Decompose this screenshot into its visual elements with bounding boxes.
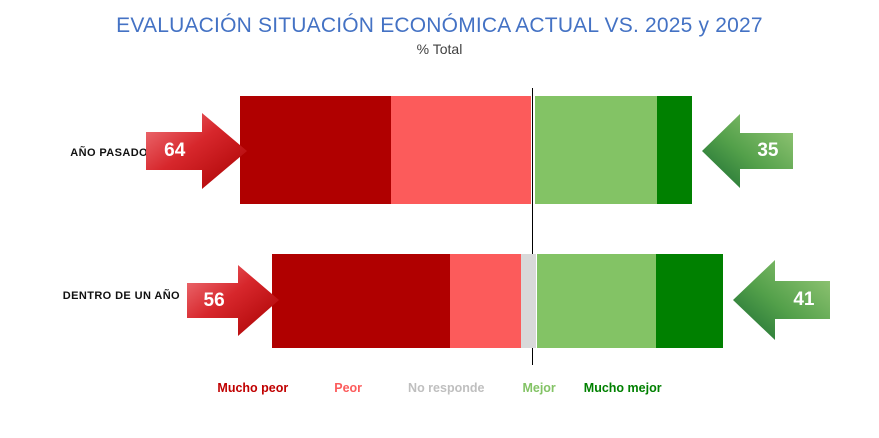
row-label-dentro-de-un-ano: DENTRO DE UN AÑO	[62, 290, 180, 302]
legend-item-mejor[interactable]: Mejor	[522, 381, 556, 395]
total-peor-value-row-1: 56	[203, 289, 225, 311]
row-label-ano-pasado: AÑO PASADO	[70, 147, 148, 159]
bar-segment-mucho-peor-row-1	[272, 254, 450, 348]
legend-item-mucho-peor[interactable]: Mucho peor	[217, 381, 289, 395]
bar-segment-peor-row-1	[450, 254, 521, 348]
chart-legend: Mucho peor Peor No responde Mejor Mucho …	[0, 381, 879, 395]
arrow-left-icon	[733, 260, 830, 340]
legend-item-no-responde[interactable]: No responde	[408, 381, 485, 395]
total-mejor-arrow-row-1: 41	[733, 260, 830, 340]
bar-segment-peor-row-0	[391, 96, 531, 204]
arrow-right-icon	[146, 113, 247, 189]
chart-subtitle: % Total	[416, 41, 463, 57]
total-peor-arrow-row-0: 64	[146, 113, 247, 189]
legend-item-mucho-mejor[interactable]: Mucho mejor	[583, 381, 662, 395]
total-mejor-arrow-row-0: 35	[702, 114, 793, 188]
total-peor-arrow-row-1: 56	[187, 265, 279, 336]
chart-title: EVALUACIÓN SITUACIÓN ECONÓMICA ACTUAL VS…	[116, 14, 763, 37]
arrow-left-icon	[702, 114, 793, 188]
bar-segment-mejor-row-1	[537, 254, 656, 348]
total-mejor-value-row-0: 35	[757, 140, 779, 161]
bar-segment-mucho-mejor-row-1	[656, 254, 723, 348]
center-axis-line	[532, 88, 533, 365]
bar-segment-no-responde-row-1	[521, 254, 536, 348]
bar-segment-mejor-row-0	[535, 96, 657, 204]
legend-item-peor[interactable]: Peor	[334, 381, 363, 395]
total-peor-value-row-0: 64	[164, 140, 186, 161]
bar-segment-mucho-mejor-row-0	[657, 96, 692, 204]
total-mejor-value-row-1: 41	[793, 289, 815, 310]
arrow-right-icon	[187, 265, 279, 336]
bar-segment-mucho-peor-row-0	[240, 96, 391, 204]
